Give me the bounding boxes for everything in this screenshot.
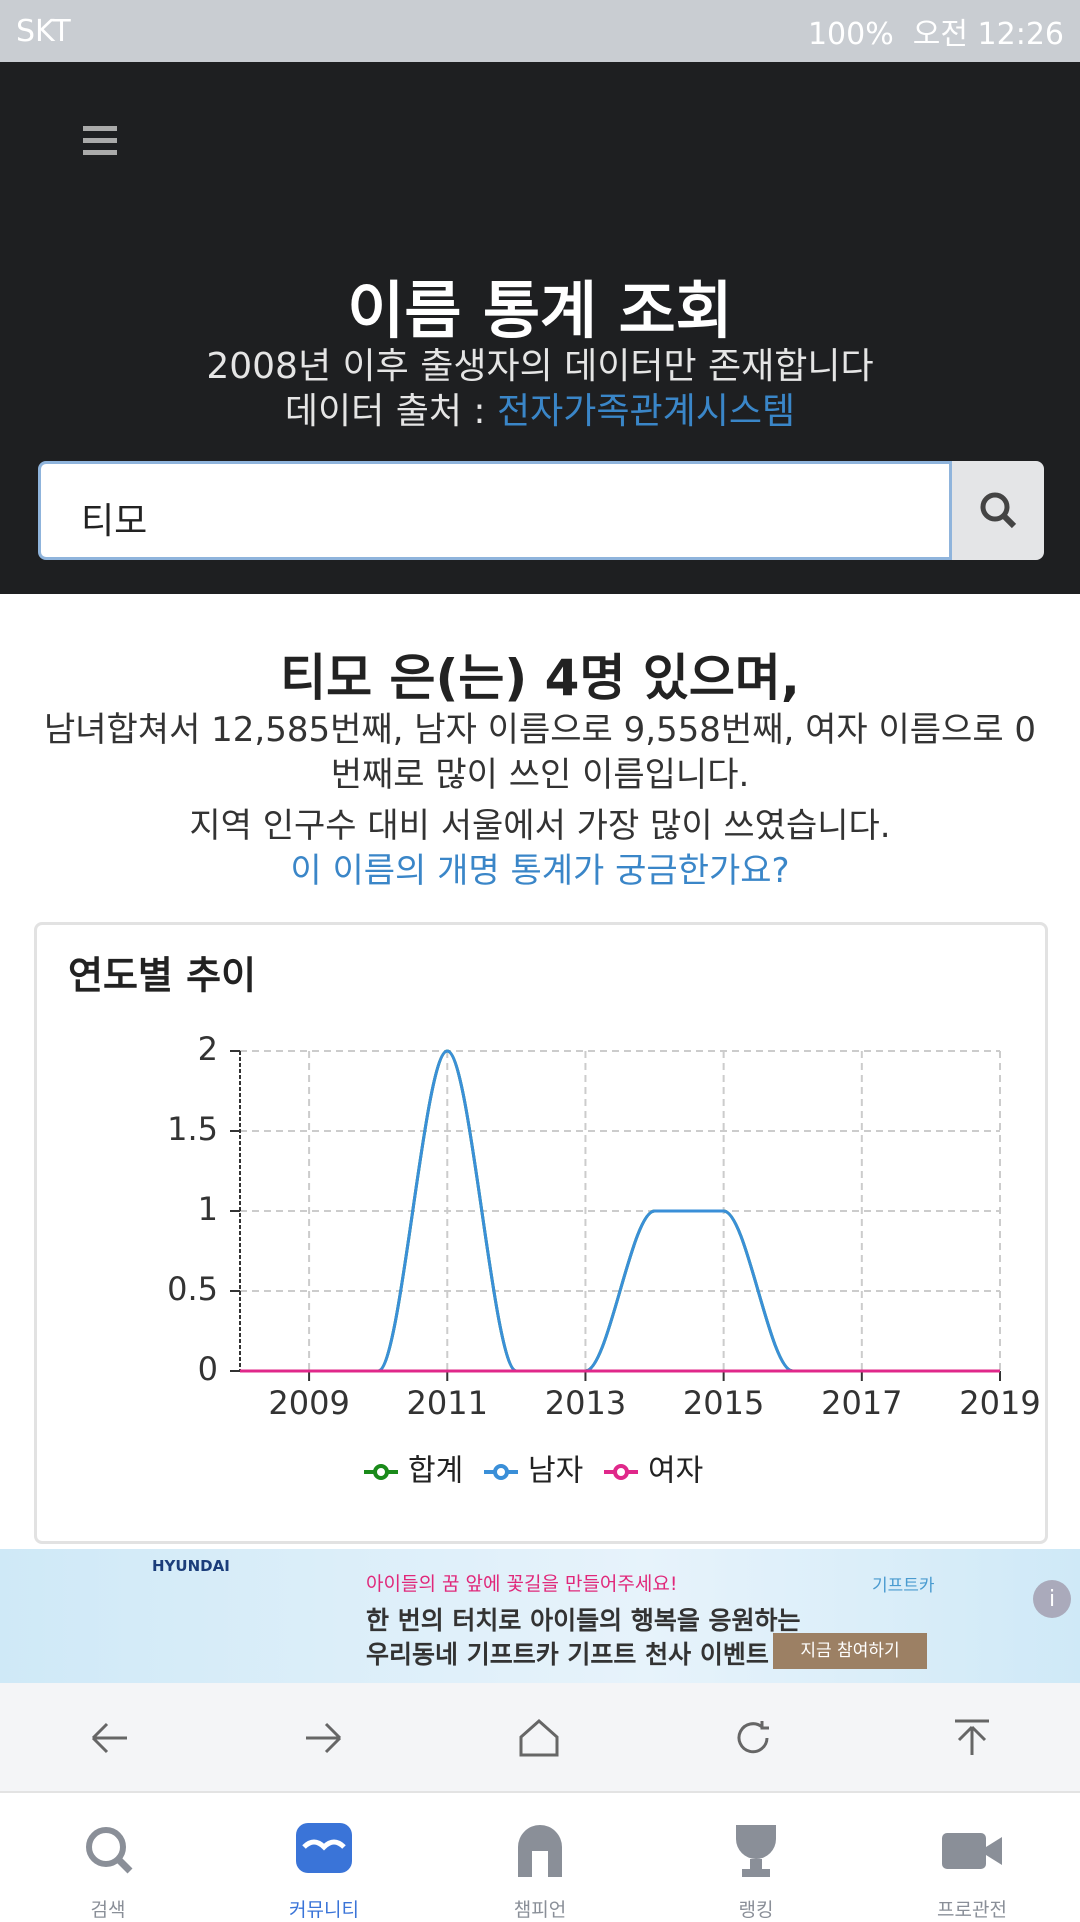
- top-button[interactable]: [955, 1719, 989, 1755]
- tab-icon: [942, 1833, 1002, 1869]
- y-tick-label: 0: [198, 1350, 218, 1388]
- rename-link[interactable]: 이 이름의 개명 통계가 궁금한가요?: [290, 851, 790, 891]
- y-tick-label: 1.5: [167, 1110, 218, 1148]
- ad-brand: HYUNDAI: [152, 1557, 230, 1575]
- subtitle: 2008년 이후 출생자의 데이터만 존재합니다: [206, 346, 874, 387]
- legend-marker: [613, 1464, 629, 1480]
- tab-icon: [86, 1827, 133, 1874]
- reload-button[interactable]: [737, 1721, 769, 1754]
- svg-text:i: i: [1049, 1587, 1055, 1612]
- battery: 100%: [807, 17, 894, 52]
- ad-badge: 기프트카: [872, 1576, 935, 1596]
- legend-label: 합계: [408, 1454, 463, 1489]
- tab-bar: 검색 커뮤니티 챔피언 랭킹 프로관전: [0, 1795, 1080, 1921]
- clock: 오전 12:26: [912, 17, 1064, 52]
- y-tick-label: 0.5: [167, 1270, 218, 1308]
- chart-title: 연도별 추이: [68, 954, 256, 998]
- legend-marker: [493, 1464, 509, 1480]
- forward-button[interactable]: [306, 1722, 342, 1754]
- status-bar: SKT 100% 오전 12:26: [0, 0, 1080, 62]
- tab-icon: [296, 1823, 352, 1873]
- search-input[interactable]: 티모: [38, 461, 952, 560]
- source-link[interactable]: 전자가족관계시스템: [496, 391, 796, 432]
- ad-line1: 한 번의 터치로 아이들의 행복을 응원하는: [366, 1606, 801, 1635]
- source-label: 데이터 출처 :: [284, 391, 486, 432]
- x-tick-label: 2013: [545, 1384, 626, 1422]
- tab[interactable]: 챔피언: [432, 1795, 648, 1921]
- x-tick-label: 2015: [683, 1384, 764, 1422]
- ad-info[interactable]: i: [1032, 1579, 1072, 1619]
- ad-line2: 우리동네 기프트카 기프트 천사 이벤트: [366, 1640, 769, 1669]
- tab[interactable]: 검색: [0, 1795, 216, 1921]
- rank-text: 남녀합쳐서 12,585번째, 남자 이름으로 9,558번째, 여자 이름으로…: [43, 710, 1037, 795]
- ad-tagline: 아이들의 꿈 앞에 꽃길을 만들어주세요!: [366, 1573, 678, 1595]
- menu-button[interactable]: [83, 124, 117, 158]
- source: 데이터 출처 : 전자가족관계시스템: [0, 382, 1080, 434]
- search-icon: [980, 492, 1017, 529]
- chart-card: [34, 922, 1048, 1544]
- tab[interactable]: 커뮤니티: [216, 1795, 432, 1921]
- page-title: 이름 통계 조회: [347, 274, 733, 347]
- y-tick-label: 1: [198, 1190, 218, 1228]
- x-tick-label: 2011: [407, 1384, 488, 1422]
- legend-marker: [373, 1464, 389, 1480]
- back-button[interactable]: [91, 1722, 127, 1754]
- tab-icon: [518, 1825, 562, 1877]
- y-tick-label: 2: [198, 1030, 218, 1068]
- ad-button[interactable]: 지금 참여하기: [773, 1633, 927, 1669]
- legend-label: 남자: [528, 1454, 583, 1489]
- x-tick-label: 2009: [268, 1384, 349, 1422]
- x-tick-label: 2017: [821, 1384, 902, 1422]
- legend-label: 여자: [648, 1454, 703, 1489]
- region-text: 지역 인구수 대비 서울에서 가장 많이 쓰였습니다.: [189, 806, 891, 846]
- search-button[interactable]: [952, 461, 1044, 560]
- status-right: 100% 오전 12:26: [808, 9, 1064, 53]
- browser-nav: [0, 1683, 1080, 1793]
- tab[interactable]: 랭킹: [648, 1795, 864, 1921]
- tab[interactable]: 프로관전: [864, 1795, 1080, 1921]
- home-button[interactable]: [519, 1718, 559, 1757]
- result-headline: 티모 은(는) 4명 있으며,: [280, 649, 800, 707]
- tab-icon: [736, 1825, 776, 1877]
- carrier: SKT: [16, 13, 71, 49]
- x-tick-label: 2019: [959, 1384, 1040, 1422]
- ad-banner[interactable]: HYUNDAI 아이들의 꿈 앞에 꽃길을 만들어주세요! 한 번의 터치로 아…: [0, 1549, 1080, 1683]
- nav-icons: [91, 1718, 989, 1757]
- chart: 연도별 추이 0 0.5 1 1.5 2 2009 2011 2013 2015 2017 2019…: [68, 954, 1041, 1489]
